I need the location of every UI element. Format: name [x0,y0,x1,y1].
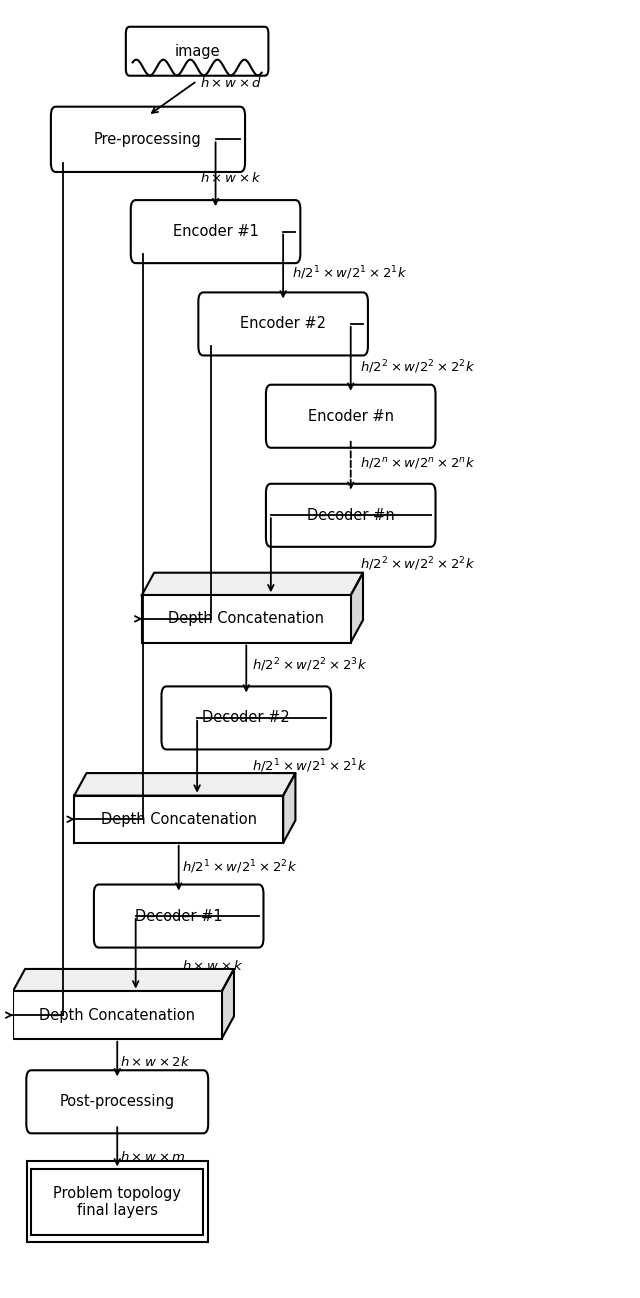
Text: Depth Concatenation: Depth Concatenation [168,611,324,627]
Text: Depth Concatenation: Depth Concatenation [39,1007,195,1023]
FancyBboxPatch shape [26,1071,208,1133]
Text: image: image [174,44,220,58]
Text: Pre-processing: Pre-processing [94,132,202,147]
Text: $h \times w \times 2k$: $h \times w \times 2k$ [120,1055,191,1070]
Text: Encoder #n: Encoder #n [308,409,394,423]
Polygon shape [142,572,363,596]
Text: $h/2^2 \times w/2^2 \times 2^3 k$: $h/2^2 \times w/2^2 \times 2^3 k$ [252,657,367,674]
Text: Problem topology
final layers: Problem topology final layers [53,1186,181,1218]
Text: $h/2^1 \times w/2^1 \times 2^1 k$: $h/2^1 \times w/2^1 \times 2^1 k$ [292,265,408,282]
Text: Decoder #1: Decoder #1 [135,909,223,924]
FancyBboxPatch shape [31,1169,204,1234]
Text: Decoder #2: Decoder #2 [202,710,290,726]
FancyBboxPatch shape [27,1162,207,1242]
Text: $h/2^2 \times w/2^2 \times 2^2 k$: $h/2^2 \times w/2^2 \times 2^2 k$ [360,358,475,375]
Text: Post-processing: Post-processing [60,1094,175,1110]
FancyBboxPatch shape [126,27,268,75]
FancyBboxPatch shape [266,384,435,448]
Text: Encoder #1: Encoder #1 [173,225,259,239]
FancyBboxPatch shape [131,200,300,263]
Polygon shape [74,774,296,796]
FancyBboxPatch shape [266,484,435,546]
Text: Decoder #n: Decoder #n [307,508,395,523]
Text: $h/2^1 \times w/2^1 \times 2^1 k$: $h/2^1 \times w/2^1 \times 2^1 k$ [252,758,367,775]
Text: $h/2^n \times w/2^n \times 2^n k$: $h/2^n \times w/2^n \times 2^n k$ [360,454,475,470]
Text: $h/2^1 \times w/2^1 \times 2^2 k$: $h/2^1 \times w/2^1 \times 2^2 k$ [182,859,297,876]
Polygon shape [13,968,234,992]
Text: $h \times w \times d$: $h \times w \times d$ [200,77,262,90]
Text: $h \times w \times k$: $h \times w \times k$ [182,959,244,972]
Text: $h/2^2 \times w/2^2 \times 2^2 k$: $h/2^2 \times w/2^2 \times 2^2 k$ [360,556,475,572]
Polygon shape [351,572,363,643]
Bar [142,596,351,643]
FancyBboxPatch shape [94,884,264,948]
Polygon shape [221,968,234,1038]
FancyBboxPatch shape [51,106,245,171]
Text: $h \times w \times m$: $h \times w \times m$ [120,1150,186,1164]
FancyBboxPatch shape [198,292,368,356]
Bar [13,992,221,1038]
FancyBboxPatch shape [161,687,331,749]
Text: $h \times w \times k$: $h \times w \times k$ [200,170,262,184]
Bar [74,796,283,842]
Polygon shape [283,774,296,842]
Text: Encoder #2: Encoder #2 [240,317,326,331]
Text: Depth Concatenation: Depth Concatenation [100,811,257,827]
